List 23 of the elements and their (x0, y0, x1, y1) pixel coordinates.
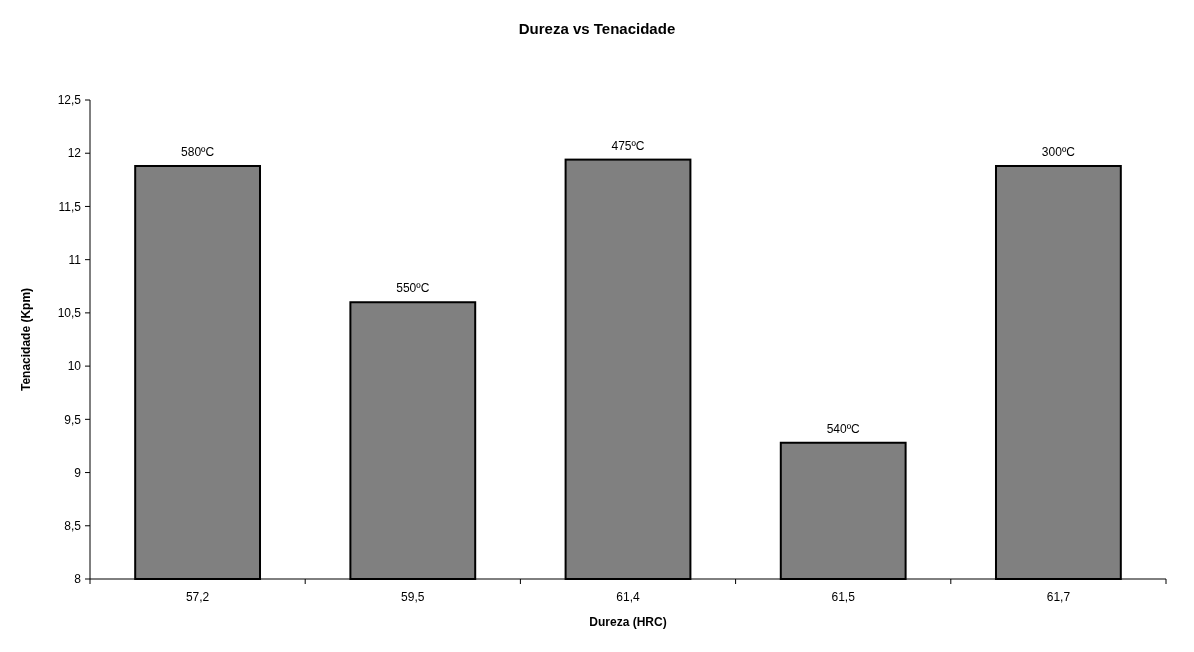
annotation: 540ºC (826, 421, 861, 436)
annotation: 475ºC (611, 138, 645, 153)
x-tick-label: 61,4 (616, 590, 640, 604)
y-tick-label: 9 (74, 465, 82, 480)
chart-title: Dureza vs Tenacidade (518, 20, 676, 37)
y-tick-label: 11 (68, 252, 82, 267)
x-tick-label: 59,5 (401, 590, 425, 604)
y-tick-label: 12,5 (57, 93, 82, 108)
y-tick-label: 11,5 (58, 199, 82, 214)
annotation: 580ºC (181, 145, 215, 159)
x-tick-label: 61,7 (1046, 590, 1071, 604)
y-tick-label: 12 (67, 146, 82, 161)
annotation: 550ºC (396, 281, 430, 296)
x-tick-label: 61,5 (831, 590, 856, 604)
x-axis-title: Dureza (HRC) (589, 615, 667, 629)
y-tick-label: 8,5 (64, 518, 82, 533)
annotation: 300ºC (1041, 145, 1076, 159)
y-axis-title: Tenacidade (Kpm) (19, 287, 33, 392)
y-tick-label: 9,5 (64, 412, 82, 427)
y-tick-label: 10 (67, 359, 82, 374)
y-tick-label: 10,5 (57, 306, 82, 321)
y-tick-label: 8 (74, 572, 82, 587)
x-tick-label: 57,2 (185, 590, 210, 604)
